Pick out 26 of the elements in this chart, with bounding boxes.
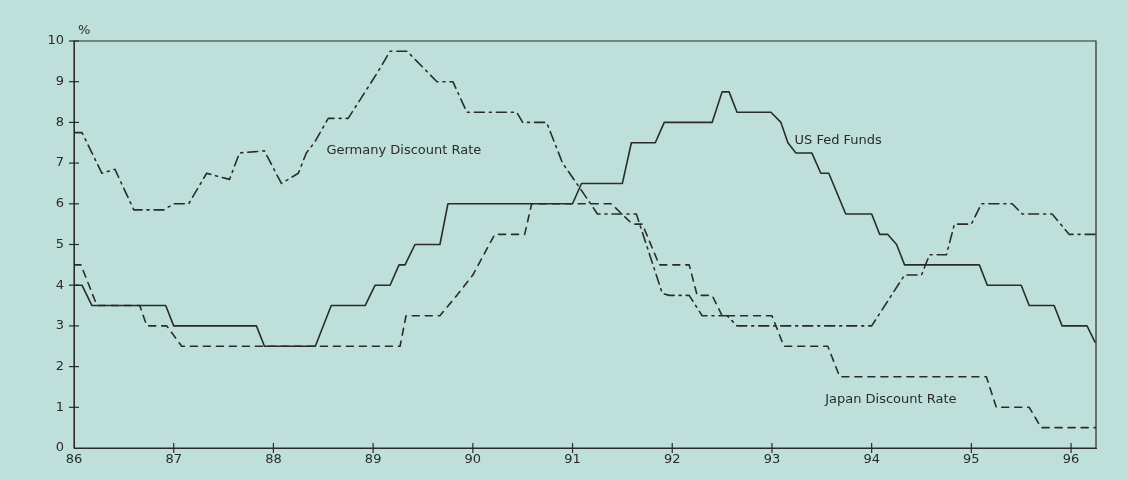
x-tick-label: 89 [364, 451, 382, 467]
x-tick-label: 87 [165, 451, 182, 467]
x-tick-label: 96 [1062, 451, 1080, 467]
y-tick-label: 7 [55, 154, 64, 170]
y-tick-label: 9 [55, 73, 64, 89]
x-tick-label: 93 [763, 451, 781, 467]
series-label: Germany Discount Rate [326, 142, 482, 158]
y-tick-label: 2 [55, 357, 64, 373]
y-tick-label: 3 [55, 317, 64, 333]
y-tick-label: 8 [55, 113, 64, 129]
series-label: Japan Discount Rate [824, 390, 957, 406]
y-tick-label: 1 [55, 398, 64, 414]
y-tick-label: 5 [55, 235, 64, 251]
series-label: US Fed Funds [794, 132, 883, 148]
y-tick-label: 10 [47, 32, 64, 48]
x-tick-label: 88 [265, 451, 282, 467]
x-tick-label: 90 [464, 451, 482, 467]
x-tick-label: 86 [65, 451, 83, 467]
y-tick-label: 0 [55, 439, 64, 455]
y-tick-label: 6 [55, 195, 64, 211]
x-tick-label: 92 [663, 451, 681, 467]
x-tick-label: 94 [863, 451, 880, 467]
y-axis-title: % [78, 21, 91, 37]
x-tick-label: 91 [564, 451, 581, 467]
x-tick-label: 95 [963, 451, 980, 467]
y-tick-label: 4 [55, 276, 64, 292]
